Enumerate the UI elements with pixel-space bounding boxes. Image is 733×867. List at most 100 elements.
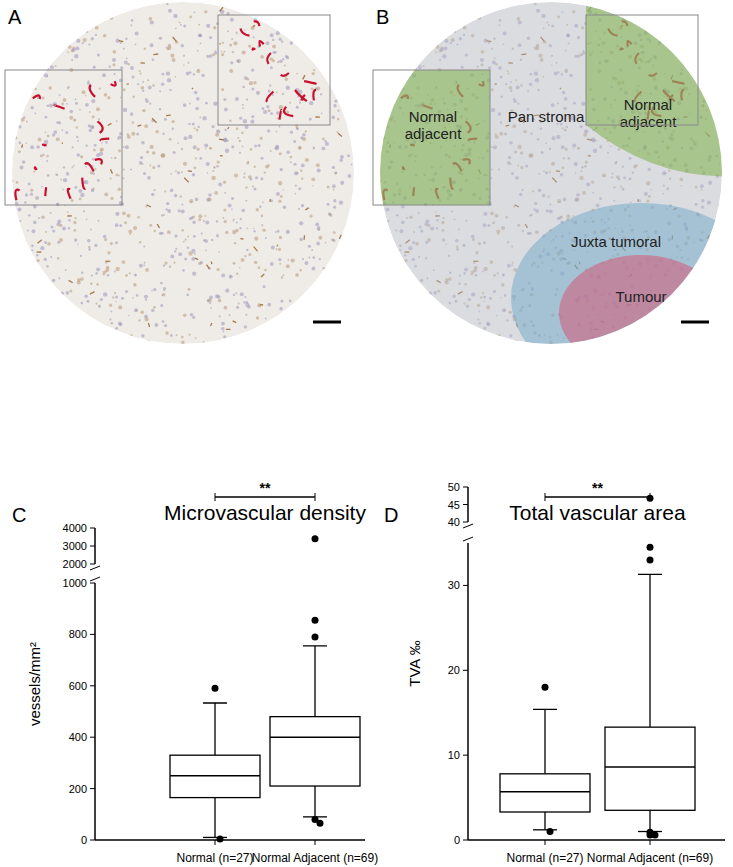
cell <box>88 246 90 248</box>
cell <box>184 258 187 261</box>
cell <box>203 220 205 222</box>
cell <box>263 110 267 114</box>
cell <box>294 171 298 175</box>
cell <box>19 220 21 222</box>
cell <box>143 172 146 175</box>
cell <box>229 275 233 279</box>
cell <box>212 170 214 172</box>
vessel <box>220 7 223 11</box>
cell <box>276 192 280 196</box>
cell <box>272 45 276 49</box>
cell <box>159 37 162 40</box>
cell <box>153 189 155 191</box>
vessel <box>269 199 271 202</box>
cell <box>40 246 44 250</box>
vessel <box>722 317 725 321</box>
cell <box>140 310 144 314</box>
cell <box>56 137 60 141</box>
cell <box>266 41 270 45</box>
cell <box>55 65 57 67</box>
cell <box>265 237 267 239</box>
cell <box>172 120 175 123</box>
cell <box>92 158 95 161</box>
cell <box>241 132 243 134</box>
cell <box>295 193 297 195</box>
cell <box>245 314 247 316</box>
cell <box>175 170 177 172</box>
cell <box>219 315 221 317</box>
cell <box>242 107 244 109</box>
cell <box>107 274 110 277</box>
cell <box>285 77 289 81</box>
cell <box>190 202 192 204</box>
cell <box>285 55 288 58</box>
cell <box>210 307 212 309</box>
region-label-line: adjacent <box>405 125 463 142</box>
cell <box>296 106 299 109</box>
cell <box>258 144 261 147</box>
cell <box>165 331 169 335</box>
cell <box>181 148 183 150</box>
cell <box>254 145 257 148</box>
vessel <box>632 330 634 335</box>
cell <box>283 274 285 276</box>
cell <box>305 158 309 162</box>
cell <box>257 303 261 307</box>
cell <box>174 234 177 237</box>
cell <box>333 189 335 191</box>
cell <box>254 237 258 241</box>
cell <box>278 181 282 185</box>
cell <box>163 287 166 290</box>
cell <box>44 258 47 261</box>
cell <box>248 253 251 256</box>
cell <box>276 31 280 35</box>
vessel <box>166 115 171 117</box>
cell <box>231 38 233 40</box>
vessel <box>269 328 270 330</box>
cell <box>104 192 108 196</box>
cell <box>238 302 240 304</box>
cell <box>233 294 235 296</box>
cell <box>73 165 75 167</box>
cell <box>254 188 257 191</box>
cell <box>229 120 232 123</box>
cell <box>109 65 111 67</box>
cell <box>80 155 83 158</box>
cell <box>59 94 61 96</box>
cell <box>53 130 57 134</box>
cell <box>284 65 286 67</box>
cell <box>56 174 58 176</box>
cell <box>169 266 171 268</box>
vessel <box>432 305 434 306</box>
vessel <box>226 329 231 330</box>
cell <box>84 295 88 299</box>
vessel <box>64 305 66 306</box>
cell <box>68 227 70 229</box>
cell <box>309 101 313 105</box>
cell <box>270 66 273 69</box>
vessel <box>339 235 341 239</box>
cell <box>221 88 224 91</box>
cell <box>50 65 54 69</box>
vessel-red <box>284 107 293 116</box>
cell <box>195 337 197 339</box>
cell <box>85 145 87 147</box>
cell <box>198 214 202 218</box>
cell <box>75 98 77 100</box>
cell <box>275 145 279 149</box>
cell <box>93 149 96 152</box>
cell <box>99 88 101 90</box>
cell <box>151 290 153 292</box>
cell <box>280 168 283 171</box>
cell <box>192 220 196 224</box>
cell <box>91 275 93 277</box>
cell <box>44 241 47 244</box>
cell <box>18 125 21 128</box>
cell <box>144 262 146 264</box>
cell <box>142 90 144 92</box>
cell <box>38 217 40 219</box>
cell <box>69 290 72 293</box>
cell <box>11 180 14 183</box>
cell <box>278 248 281 251</box>
cell <box>265 318 267 320</box>
